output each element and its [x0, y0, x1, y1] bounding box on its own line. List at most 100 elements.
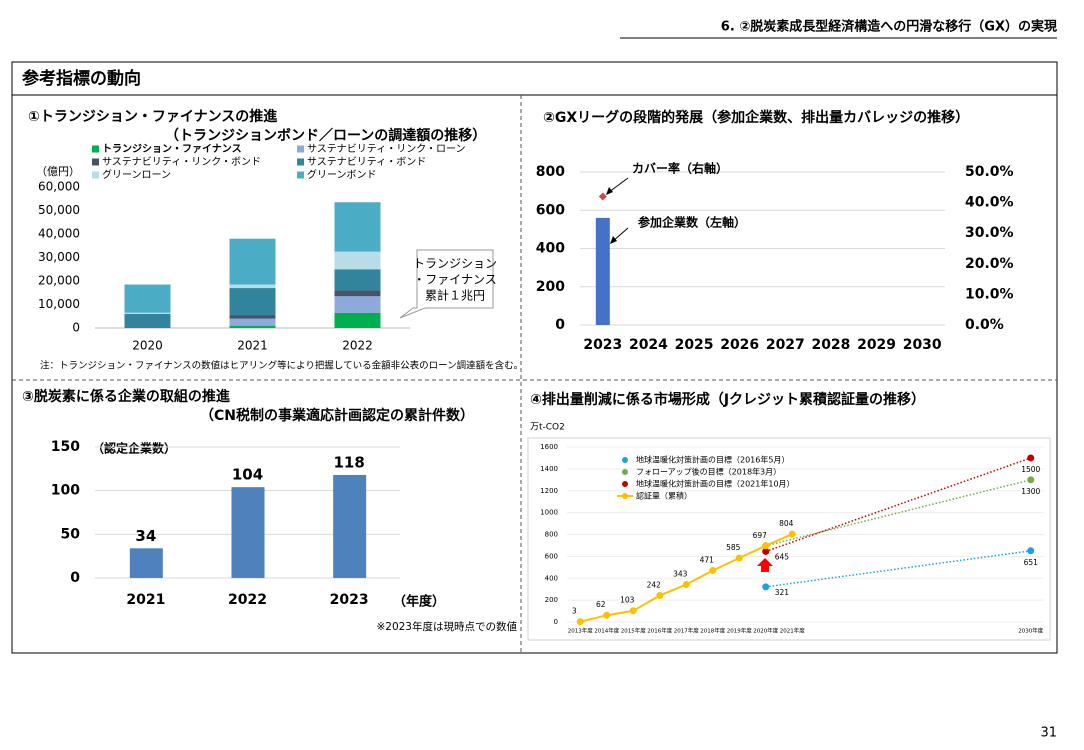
y-axis-label: （億円）: [36, 165, 80, 178]
data-label: 585: [726, 543, 741, 552]
x-tick-label: 2022: [342, 339, 373, 353]
x-tick-label: 2017年度: [674, 627, 699, 635]
page-number: 31: [1040, 726, 1057, 741]
header: 6. ②脱炭素成長型経済構造への円滑な移行（GX）の実現: [721, 19, 1057, 35]
x-tick-label: 2013年度: [568, 627, 593, 635]
chart-title: ④排出量削減に係る市場形成（Jクレジット累積認証量の推移）: [530, 391, 925, 408]
x-tick-label: 2023: [583, 337, 622, 353]
point: [762, 583, 770, 591]
y-tick-label: 100: [51, 483, 80, 499]
y-tick-label: 200: [545, 596, 558, 604]
data-label: 118: [334, 453, 365, 471]
legend-swatch: [297, 158, 304, 166]
x-tick-label: 2027: [766, 337, 805, 353]
bar-segment: [229, 238, 276, 285]
section-title: 参考指標の動向: [22, 68, 141, 89]
point: [709, 566, 717, 574]
y-tick-label: 30,000: [38, 250, 80, 264]
bar: [595, 217, 610, 325]
legend-swatch: [297, 171, 304, 179]
bar-segment: [229, 315, 276, 319]
x-tick-label: 2021: [237, 339, 268, 353]
point: [576, 618, 584, 626]
x-tick-label: 2029: [857, 337, 896, 353]
data-label: 697: [753, 531, 768, 540]
point: [1027, 454, 1035, 462]
x-tick-label: 2019年度: [727, 627, 752, 635]
data-label: 3: [572, 607, 577, 616]
callout-text: ・ファイナンス: [413, 273, 497, 287]
point: [656, 592, 664, 600]
legend-label: グリーンローン: [102, 168, 171, 181]
y-tick-label: 0: [72, 321, 80, 335]
legend-swatch: [92, 145, 99, 153]
y-tick-label: 1200: [540, 487, 558, 495]
legend-label: トランジション・ファイナンス: [102, 143, 242, 155]
bar-segment: [334, 290, 381, 297]
point: [603, 611, 611, 619]
point: [762, 542, 770, 550]
series-line: [765, 550, 1031, 588]
section-frame: [11, 61, 1058, 654]
chart-subtitle: （CN税制の事業適応計画認定の累計件数）: [200, 407, 474, 424]
bar-segment: [229, 318, 276, 326]
arrow: [608, 177, 629, 193]
y-tick-label: 600: [536, 202, 565, 218]
x-axis-label: （年度）: [393, 594, 445, 610]
note: 注：トランジション・ファイナンスの数値はヒアリング等により把握している金額非公表…: [40, 360, 523, 372]
y2-tick-label: 20.0%: [965, 256, 1014, 272]
bar: [333, 474, 367, 578]
arrowhead: [610, 236, 617, 244]
x-tick-label: 2025: [675, 337, 714, 353]
data-label: 343: [673, 569, 688, 578]
legend-label: サステナビリティ・ボンド: [307, 156, 426, 168]
chart-title: ③脱炭素に係る企業の取組の推進: [22, 388, 230, 405]
y-tick-label: 0: [554, 618, 558, 626]
legend-label: サステナビリティ・リンク・ローン: [307, 143, 466, 155]
y-tick-label: 150: [51, 439, 80, 455]
bar-segment: [229, 288, 276, 316]
y-tick-label: 1600: [540, 443, 558, 451]
data-label: 242: [647, 581, 662, 590]
bar-segment: [229, 284, 276, 289]
bar-segment: [334, 296, 381, 313]
y-axis-label: 万t-CO2: [530, 423, 565, 433]
data-label: 321: [775, 588, 790, 597]
bar-segment: [334, 202, 381, 252]
y-tick-label: 800: [545, 531, 558, 539]
chart-subtitle: （トランジションボンド／ローンの調達額の推移）: [165, 127, 486, 144]
point: [598, 192, 607, 201]
legend-marker: [622, 481, 628, 487]
bar-segment: [124, 312, 171, 314]
legend-swatch: [297, 145, 304, 153]
data-label: 1500: [1021, 465, 1040, 474]
legend-swatch: [92, 158, 99, 166]
data-label: 104: [232, 466, 263, 484]
y2-tick-label: 50.0%: [965, 164, 1014, 180]
y2-tick-label: 40.0%: [965, 195, 1014, 211]
chart4-frame: [527, 437, 1051, 641]
series-line: [765, 457, 1031, 553]
highlight-arrow: [757, 558, 773, 572]
y2-tick-label: 10.0%: [965, 286, 1014, 302]
y-tick-label: 1400: [540, 465, 558, 473]
y-tick-label: 600: [545, 552, 558, 560]
chart-title: ①トランジション・ファイナンスの推進: [28, 108, 277, 125]
legend-label: グリーンボンド: [307, 168, 377, 181]
x-tick-label: 2022: [228, 592, 267, 608]
x-tick-label: 2030: [903, 337, 942, 353]
legend-marker: [622, 457, 628, 463]
x-tick-label: 2021: [126, 592, 165, 608]
y-tick-label: 200: [536, 279, 565, 295]
y-axis-label: （認定企業数）: [92, 441, 176, 456]
x-tick-label: 2014年度: [594, 627, 619, 635]
y-tick-label: 40,000: [38, 227, 80, 241]
legend-label: 認証量（累積）: [636, 491, 692, 501]
bar: [129, 548, 163, 578]
bar-segment: [229, 325, 276, 328]
x-tick-label: 2024: [629, 337, 668, 353]
x-tick-label: 2020年度: [753, 627, 778, 635]
y-tick-label: 10,000: [38, 297, 80, 311]
data-label: 103: [620, 596, 635, 605]
bar-segment: [124, 284, 171, 313]
